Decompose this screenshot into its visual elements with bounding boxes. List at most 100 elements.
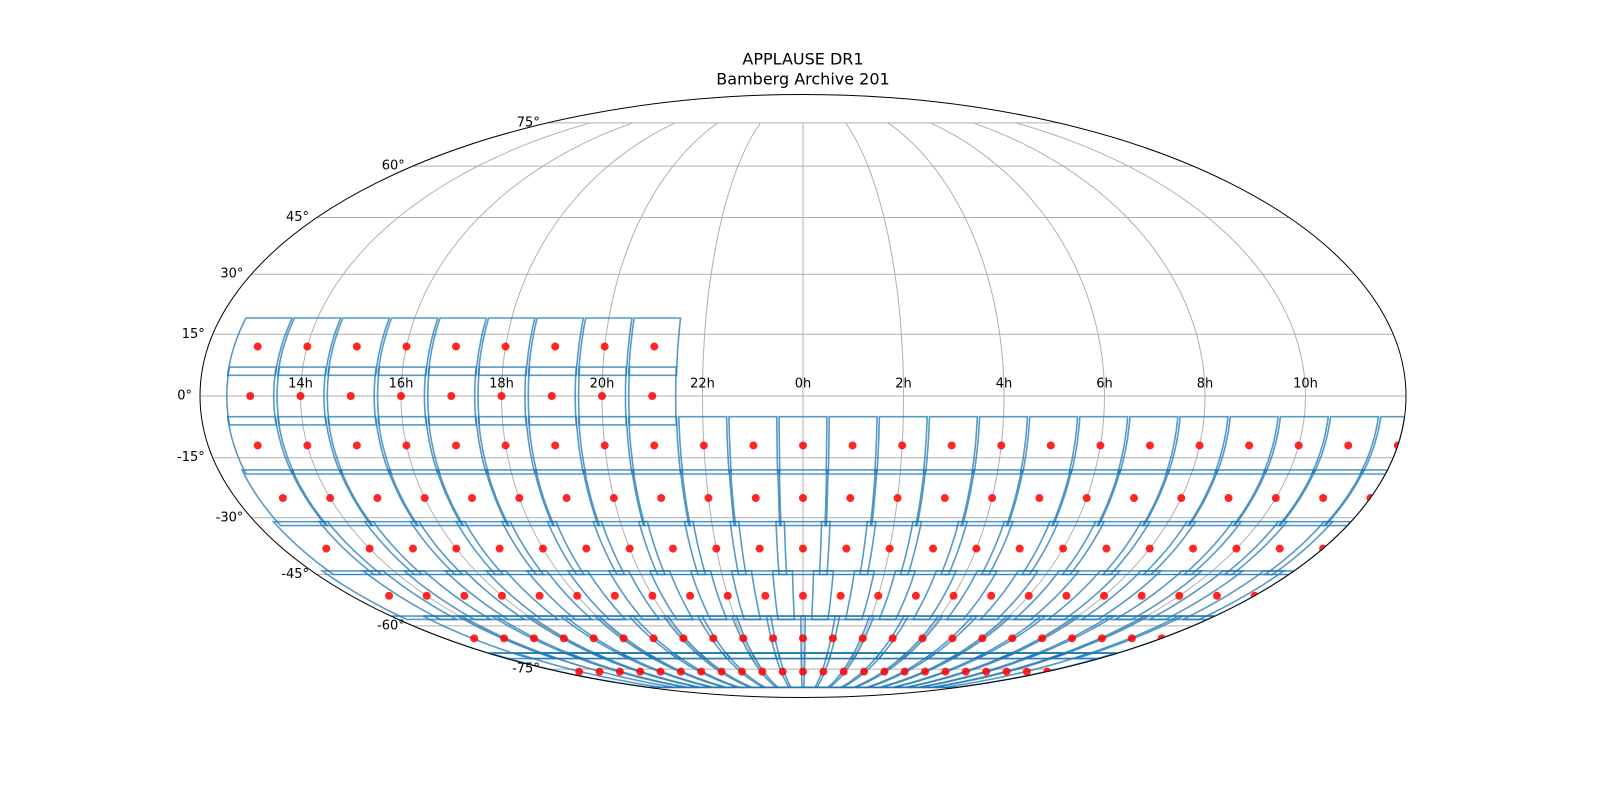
plate-center	[253, 441, 262, 450]
plate-center	[573, 591, 582, 600]
plate-center	[1002, 667, 1011, 676]
plate-center	[1015, 544, 1024, 553]
plate-center	[858, 634, 867, 643]
plate-center	[452, 342, 461, 351]
plate-center	[1195, 441, 1204, 450]
plate-center	[497, 591, 506, 600]
plate-center	[497, 392, 506, 400]
plate-center	[500, 634, 509, 643]
plate-center	[1102, 544, 1111, 553]
plate-center	[575, 667, 584, 676]
plate-center	[947, 441, 956, 450]
plate-center	[921, 667, 930, 676]
plate-center	[551, 441, 560, 450]
plate-center	[610, 591, 619, 600]
plate-center	[799, 544, 807, 553]
plate-center	[997, 441, 1006, 450]
plate-center	[648, 591, 657, 600]
plate-center	[582, 544, 591, 553]
plate-center	[1294, 441, 1303, 450]
plate-center	[1127, 634, 1136, 643]
plate-center	[778, 667, 787, 676]
plate-center	[346, 392, 355, 400]
plate-center	[799, 634, 807, 643]
plate-center	[799, 667, 807, 676]
plate-center	[1035, 494, 1044, 503]
plate-center	[422, 591, 431, 600]
chart-title: APPLAUSE DR1	[742, 50, 863, 69]
plate-center	[408, 544, 417, 553]
plate-center	[625, 544, 634, 553]
plate-center	[468, 494, 477, 503]
plate-center	[538, 544, 547, 553]
plate-center	[839, 667, 848, 676]
plate-center	[848, 441, 857, 450]
plate-center	[1068, 634, 1077, 643]
plate-center	[447, 392, 456, 400]
grid-line	[972, 122, 1206, 670]
plate-center	[352, 342, 361, 351]
plate-center	[755, 544, 764, 553]
plate-center	[699, 441, 708, 450]
plate-center	[322, 544, 331, 553]
x-tick-label: 20h	[590, 377, 615, 392]
x-tick-label: 10h	[1293, 377, 1318, 392]
plate-center	[737, 667, 746, 676]
plate-center	[600, 342, 609, 351]
plate-center	[828, 634, 837, 643]
x-tick-label: 16h	[389, 377, 414, 392]
plate-center	[769, 634, 778, 643]
plate-center	[1046, 441, 1055, 450]
plate-center	[420, 494, 429, 503]
x-tick-label: 0h	[795, 377, 812, 392]
plate-center	[1129, 494, 1138, 503]
plate-center	[1145, 441, 1154, 450]
plate-center	[836, 591, 845, 600]
x-tick-label: 22h	[690, 377, 715, 392]
plate-center	[918, 634, 927, 643]
plate-center	[373, 494, 382, 503]
plate-center	[949, 591, 958, 600]
plate-center	[547, 392, 556, 400]
plate-center	[860, 667, 869, 676]
plate-center	[1022, 667, 1031, 676]
plate-center	[615, 667, 624, 676]
plate-center	[253, 342, 262, 351]
plate-center	[842, 544, 851, 553]
y-tick-label: -15°	[177, 450, 205, 465]
plate-center	[819, 667, 828, 676]
plate-center	[246, 392, 255, 400]
plate-center	[303, 342, 312, 351]
plate-center	[751, 494, 760, 503]
y-tick-label: -60°	[377, 618, 405, 633]
plate-center	[648, 392, 657, 400]
plate-center	[656, 667, 665, 676]
plate-center	[704, 494, 713, 503]
x-tick-label: 4h	[996, 377, 1013, 392]
plate-center	[1145, 544, 1154, 553]
y-tick-label: -45°	[281, 567, 309, 582]
plate-center	[529, 634, 538, 643]
plate-center	[885, 544, 894, 553]
x-tick-label: 2h	[895, 377, 912, 392]
sky-outline	[199, 94, 1407, 698]
plate-center	[1097, 634, 1106, 643]
plate-center	[452, 544, 461, 553]
plate-center	[679, 634, 688, 643]
y-tick-label: 45°	[286, 210, 309, 225]
plate-center	[402, 441, 411, 450]
plate-center	[758, 667, 767, 676]
plate-center	[1137, 591, 1146, 600]
plate-footprint	[729, 520, 788, 576]
plate-center	[1224, 494, 1233, 503]
plate-center	[365, 544, 374, 553]
plate-center	[888, 634, 897, 643]
plate-center	[1319, 494, 1328, 503]
plate-center	[880, 667, 889, 676]
plate-center	[452, 441, 461, 450]
plate-center	[1096, 441, 1105, 450]
plate-center	[1062, 591, 1071, 600]
plate-center	[723, 591, 732, 600]
